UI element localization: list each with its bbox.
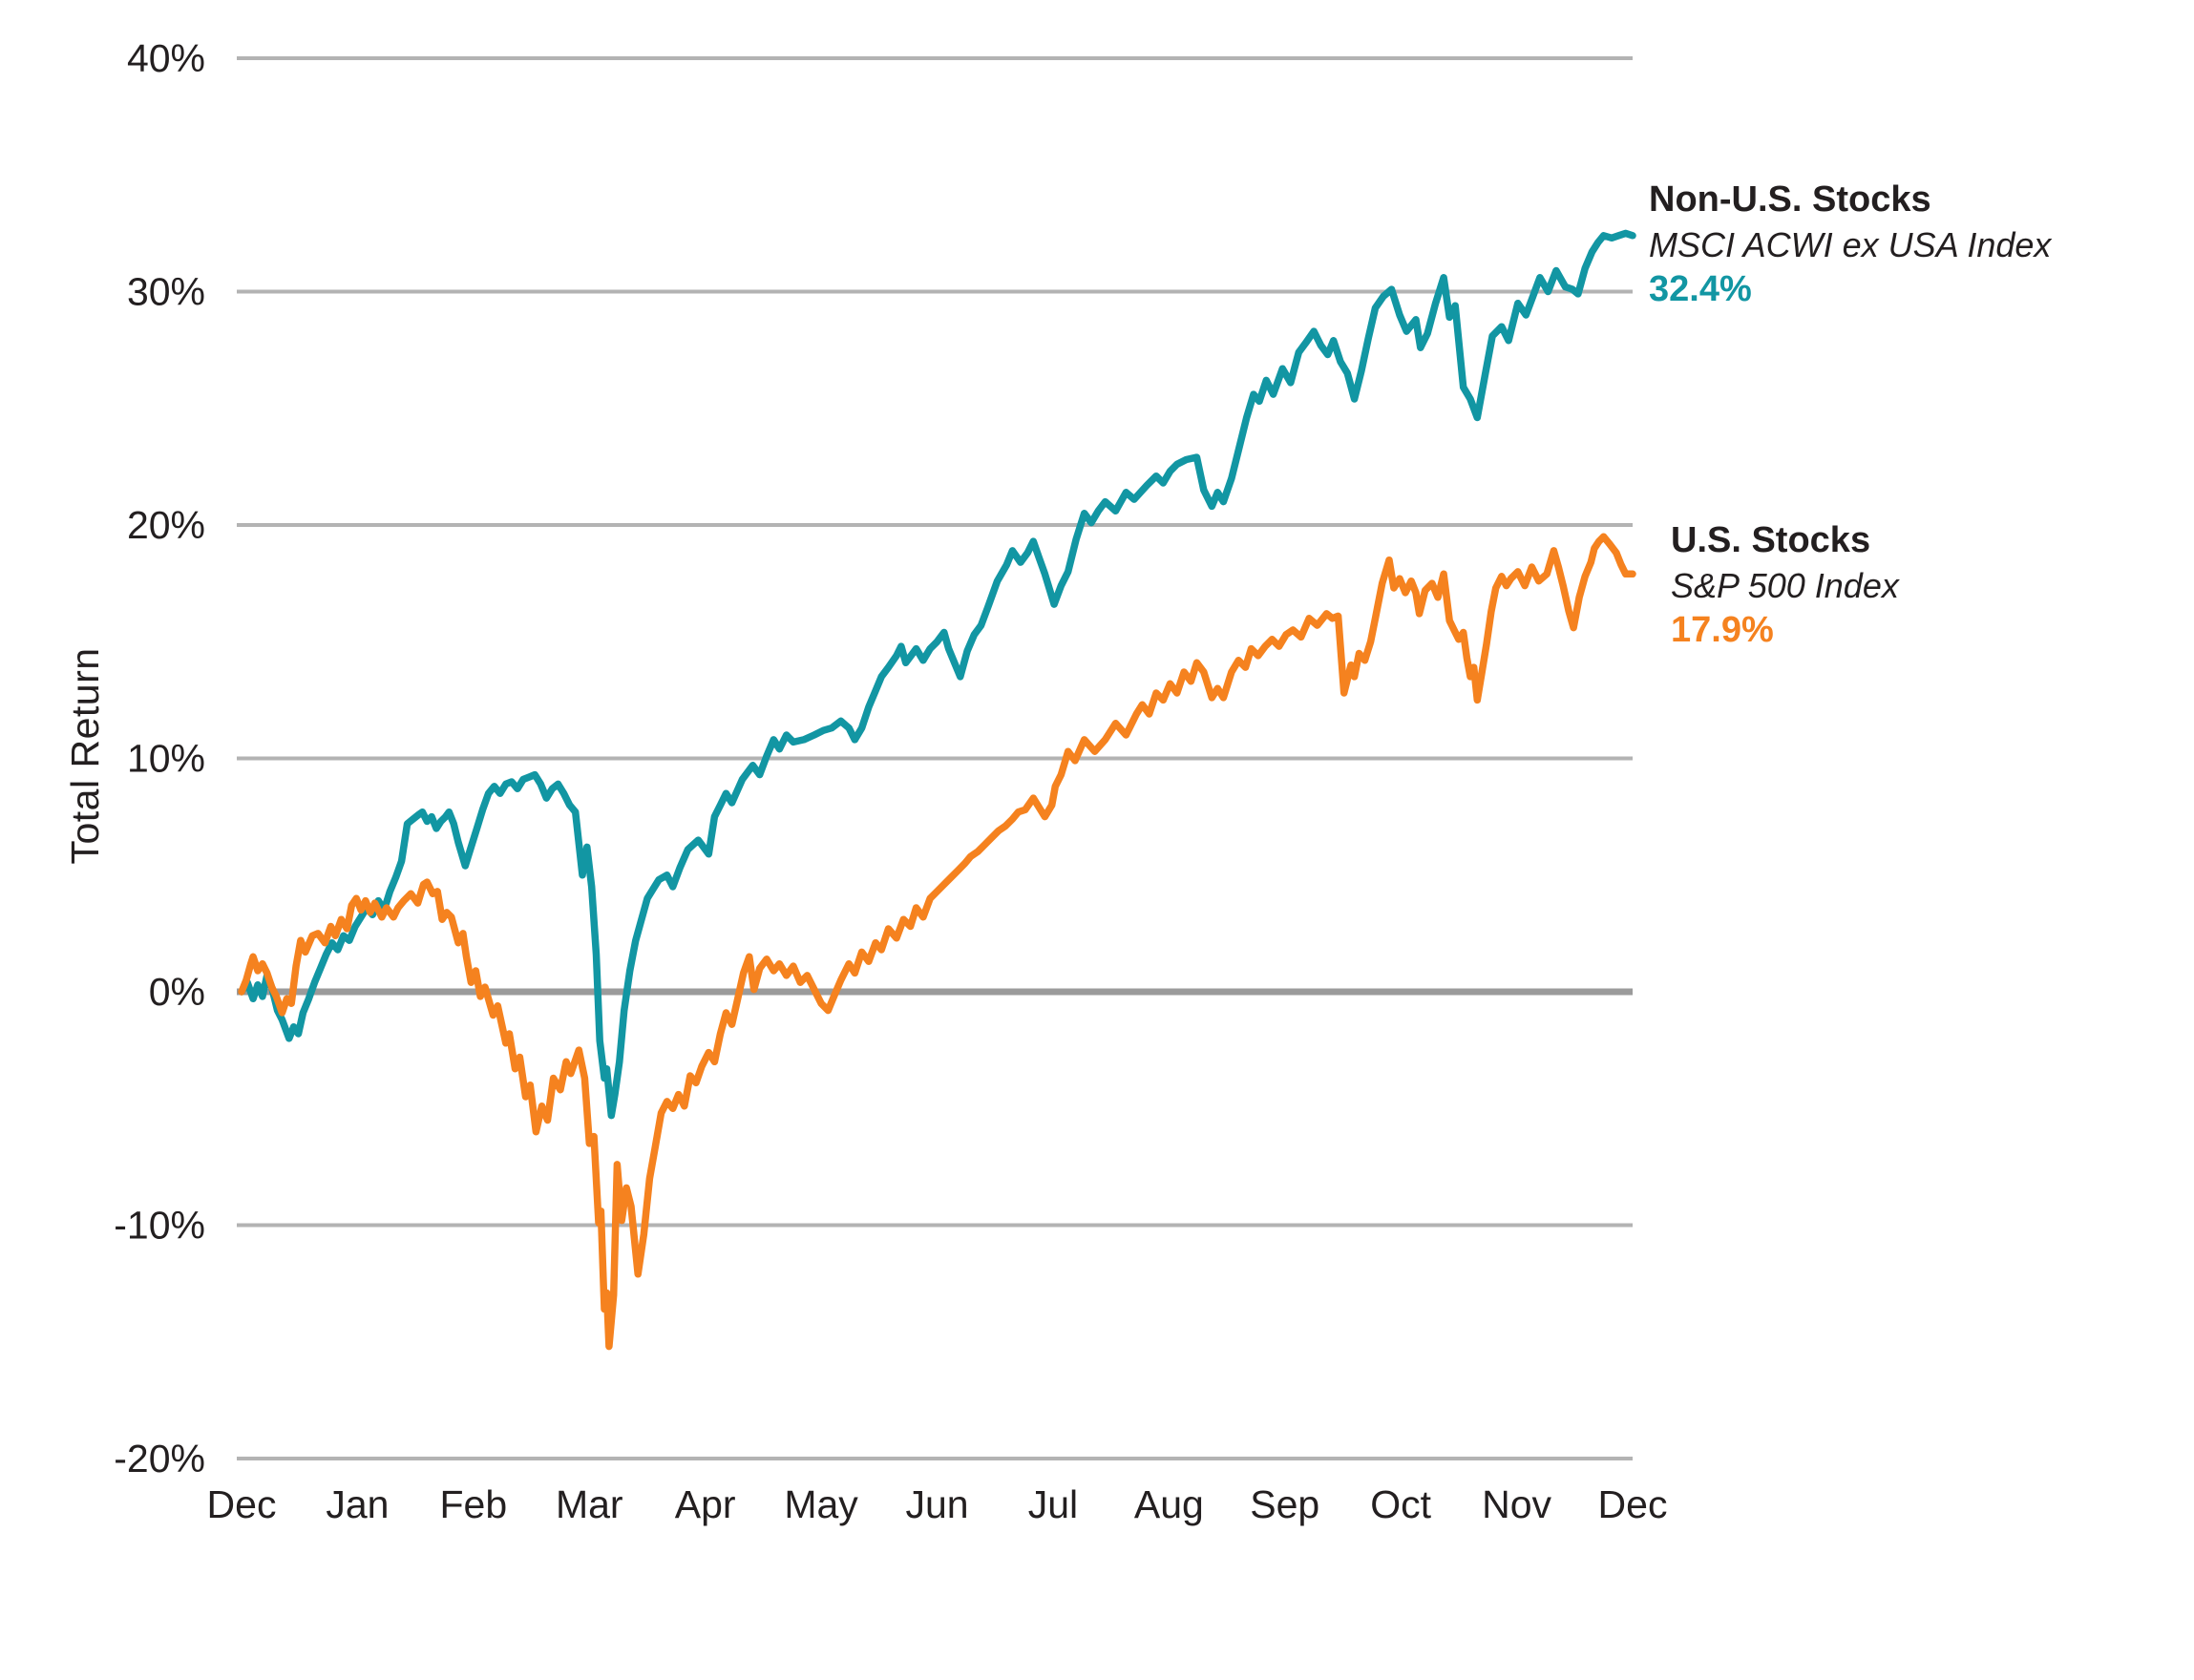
non-us-stocks-index-name: MSCI ACWI ex USA Index	[1649, 225, 2052, 264]
us-stocks-index-name: S&P 500 Index	[1671, 566, 1899, 605]
y-tick-label-30%: 30%	[127, 270, 205, 314]
x-tick-label-1-Jan: Jan	[326, 1482, 389, 1526]
us-stocks-return-value: 17.9%	[1671, 610, 1774, 650]
x-tick-label-3-Mar: Mar	[556, 1482, 623, 1526]
x-tick-label-4-Apr: Apr	[675, 1482, 736, 1526]
y-tick-label--20%: -20%	[114, 1437, 205, 1480]
x-tick-label-8-Aug: Aug	[1134, 1482, 1204, 1526]
us-stocks-name: U.S. Stocks	[1671, 520, 1871, 560]
x-tick-label-2-Feb: Feb	[440, 1482, 508, 1526]
non-us-stocks-return-value: 32.4%	[1649, 269, 1752, 309]
x-tick-label-0-Dec: Dec	[207, 1482, 277, 1526]
us-stocks-legend: U.S. Stocks S&P 500 Index 17.9%	[1671, 518, 1899, 653]
y-tick-label--10%: -10%	[114, 1204, 205, 1248]
y-tick-label-20%: 20%	[127, 503, 205, 547]
non-us-stocks-line	[238, 229, 1636, 1120]
x-tick-label-7-Jul: Jul	[1028, 1482, 1078, 1526]
y-axis-title: Total Return	[63, 647, 107, 865]
x-tick-label-6-Jun: Jun	[905, 1482, 968, 1526]
x-tick-label-12-Dec: Dec	[1598, 1482, 1668, 1526]
x-tick-label-5-May: May	[784, 1482, 858, 1526]
x-tick-label-9-Sep: Sep	[1250, 1482, 1319, 1526]
non-us-stocks-legend: Non-U.S. Stocks MSCI ACWI ex USA Index 3…	[1649, 178, 2051, 312]
y-tick-label-0%: 0%	[149, 970, 205, 1014]
y-tick-label-10%: 10%	[127, 737, 205, 781]
us-stocks-line	[238, 533, 1636, 1351]
non-us-stocks-name: Non-U.S. Stocks	[1649, 179, 1931, 220]
x-tick-label-10-Oct: Oct	[1370, 1482, 1431, 1526]
x-tick-label-11-Nov: Nov	[1482, 1482, 1551, 1526]
y-tick-label-40%: 40%	[127, 36, 205, 80]
